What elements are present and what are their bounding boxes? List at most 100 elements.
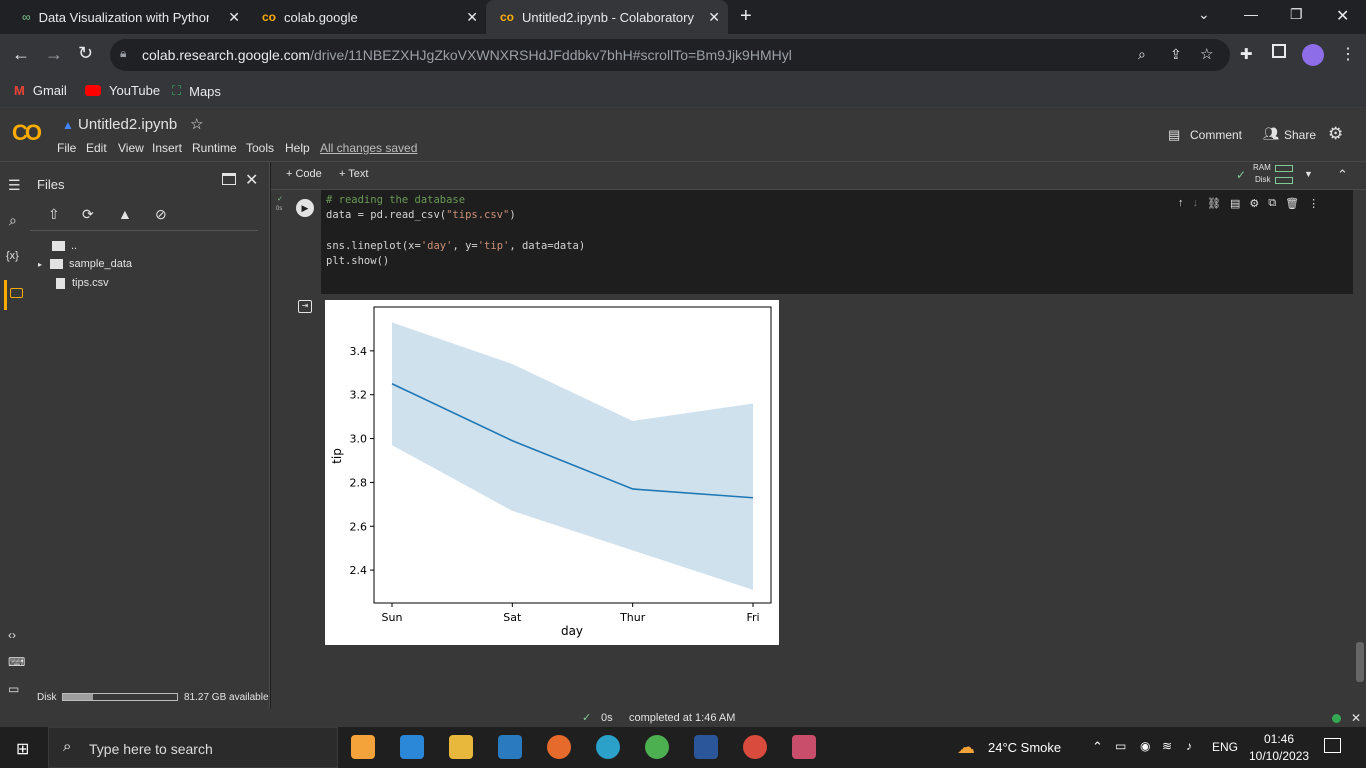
profile-avatar[interactable]: [1302, 44, 1324, 66]
vscode-icon[interactable]: [498, 735, 522, 759]
save-status[interactable]: All changes saved: [320, 141, 418, 155]
link-icon[interactable]: ⛓: [1207, 197, 1221, 210]
notifications-icon[interactable]: [1324, 738, 1341, 753]
close-tab-icon[interactable]: ✕: [708, 9, 720, 25]
close-status-icon[interactable]: ✕: [1351, 711, 1362, 725]
ram-meter[interactable]: [1275, 165, 1293, 172]
more-options-icon[interactable]: ⋮: [1308, 197, 1320, 210]
cell-settings-icon[interactable]: ⚙: [1249, 197, 1260, 210]
app-icon[interactable]: [792, 735, 816, 759]
status-text[interactable]: completed at 1:46 AM: [629, 712, 736, 724]
line-chart: 2.4 2.6 2.8 3.0 3.2 3.4 Sun Sat Thur Fri day tip: [330, 306, 772, 638]
clock-time[interactable]: 01:46: [1264, 732, 1295, 746]
address-bar[interactable]: 🔒︎ colab.research.google.com/drive/11NBE…: [110, 39, 1230, 71]
mirror-cell-icon[interactable]: ⧉: [1268, 196, 1277, 209]
folder-icon[interactable]: [10, 288, 23, 298]
battery-icon[interactable]: ▭: [1115, 739, 1127, 753]
tree-item-sample-data[interactable]: ▸ sample_data: [38, 258, 133, 270]
clock-date[interactable]: 10/10/2023: [1249, 749, 1310, 763]
close-panel-icon[interactable]: ✕: [245, 172, 259, 189]
word-icon[interactable]: [694, 735, 718, 759]
toc-icon[interactable]: ☰: [8, 177, 21, 193]
share-page-icon[interactable]: ⇪: [1170, 46, 1182, 62]
tree-item-parent[interactable]: ..: [52, 240, 77, 252]
firefox-icon[interactable]: [547, 735, 571, 759]
move-down-icon[interactable]: ↓: [1192, 197, 1199, 209]
tab-search-icon[interactable]: ⌄: [1198, 6, 1210, 22]
add-text-button[interactable]: + Text: [339, 168, 369, 180]
menu-help[interactable]: Help: [285, 141, 310, 155]
chrome-icon[interactable]: [645, 735, 669, 759]
collapse-header-icon[interactable]: ⌃: [1337, 167, 1348, 182]
weather-text[interactable]: 24°C Smoke: [988, 740, 1062, 755]
comment-button[interactable]: Comment: [1190, 128, 1243, 142]
terminal-icon[interactable]: ▭: [8, 682, 20, 696]
close-tab-icon[interactable]: ✕: [466, 9, 478, 25]
chrome-profile-icon[interactable]: [743, 735, 767, 759]
edge-icon[interactable]: [596, 735, 620, 759]
settings-gear-icon[interactable]: ⚙: [1328, 124, 1344, 143]
tray-chevron-icon[interactable]: ⌃: [1092, 739, 1103, 754]
lock-icon[interactable]: 🔒︎: [120, 46, 127, 60]
runtime-dropdown-icon[interactable]: ▼: [1304, 169, 1313, 179]
taskbar-search[interactable]: ⌕ Type here to search: [48, 727, 338, 768]
bookmark-star-icon[interactable]: ☆: [1200, 46, 1214, 63]
hide-files-icon[interactable]: ⊘: [155, 206, 167, 222]
language-indicator[interactable]: ENG: [1212, 740, 1239, 754]
refresh-folder-icon[interactable]: ⟳: [82, 206, 94, 222]
back-icon[interactable]: ←: [12, 44, 30, 64]
new-window-icon[interactable]: [222, 173, 236, 185]
restore-icon[interactable]: ❐: [1290, 6, 1303, 22]
code-cell[interactable]: ✓ 0s ▶ # reading the database data = pd.…: [276, 190, 1353, 294]
menu-file[interactable]: File: [57, 141, 77, 155]
camera-icon[interactable]: ◉: [1140, 739, 1151, 753]
output-menu-icon[interactable]: ⇥: [298, 300, 312, 313]
run-cell-button[interactable]: ▶: [296, 199, 314, 217]
extensions-icon[interactable]: ✚: [1240, 46, 1253, 63]
menu-runtime[interactable]: Runtime: [192, 141, 237, 155]
search-icon[interactable]: ⌕: [9, 212, 17, 228]
new-tab-button[interactable]: +: [740, 5, 752, 27]
move-up-icon[interactable]: ↑: [1178, 197, 1184, 209]
menu-tools[interactable]: Tools: [246, 141, 275, 155]
browser-menu-icon[interactable]: ⋮: [1340, 46, 1356, 63]
upload-icon[interactable]: ⇧: [48, 206, 60, 222]
mail-icon[interactable]: [400, 735, 424, 759]
disk-meter[interactable]: [1275, 177, 1293, 184]
comment-cell-icon[interactable]: ▤: [1229, 197, 1241, 210]
add-code-button[interactable]: + Code: [286, 168, 322, 180]
code-editor[interactable]: # reading the database data = pd.read_cs…: [321, 190, 1353, 294]
scrollbar-thumb[interactable]: [1356, 642, 1364, 682]
store-icon[interactable]: [351, 735, 375, 759]
file-explorer-icon[interactable]: [449, 735, 473, 759]
menu-view[interactable]: View: [118, 141, 144, 155]
bookmark-youtube[interactable]: YouTube: [85, 83, 160, 98]
volume-icon[interactable]: ♪: [1186, 739, 1192, 753]
close-tab-icon[interactable]: ✕: [228, 9, 240, 25]
browser-tab-active[interactable]: co Untitled2.ipynb - Colaboratory ✕: [486, 0, 728, 34]
bookmark-maps[interactable]: ⛶ Maps: [172, 83, 221, 99]
side-panel-icon[interactable]: [1272, 44, 1286, 58]
menu-insert[interactable]: Insert: [152, 141, 183, 155]
windows-start-icon[interactable]: ⊞: [16, 741, 30, 758]
star-icon[interactable]: ☆: [190, 116, 204, 133]
minimize-icon[interactable]: —: [1244, 6, 1258, 22]
tree-item-tips-csv[interactable]: tips.csv: [56, 277, 109, 289]
notebook-title[interactable]: Untitled2.ipynb: [78, 116, 178, 133]
delete-icon[interactable]: 🗑︎: [1285, 197, 1300, 210]
bookmark-gmail[interactable]: M Gmail: [14, 83, 67, 98]
reload-icon[interactable]: ↻: [78, 43, 94, 63]
browser-tab[interactable]: ∞ Data Visualization with Python - ✕: [8, 0, 248, 34]
variables-icon[interactable]: {x}: [6, 250, 19, 262]
share-button[interactable]: Share: [1284, 128, 1317, 142]
colab-logo[interactable]: CO: [12, 120, 42, 145]
browser-tab[interactable]: co colab.google ✕: [248, 0, 486, 34]
menu-edit[interactable]: Edit: [86, 141, 107, 155]
zoom-icon[interactable]: ⌕: [1138, 46, 1146, 62]
command-palette-icon[interactable]: ⌨: [8, 655, 26, 669]
mount-drive-icon[interactable]: ▲: [118, 206, 132, 222]
code-snippets-icon[interactable]: ‹›: [8, 628, 16, 642]
close-window-icon[interactable]: ✕: [1336, 8, 1350, 25]
forward-icon[interactable]: →: [45, 44, 63, 64]
wifi-icon[interactable]: ≋: [1162, 739, 1173, 753]
